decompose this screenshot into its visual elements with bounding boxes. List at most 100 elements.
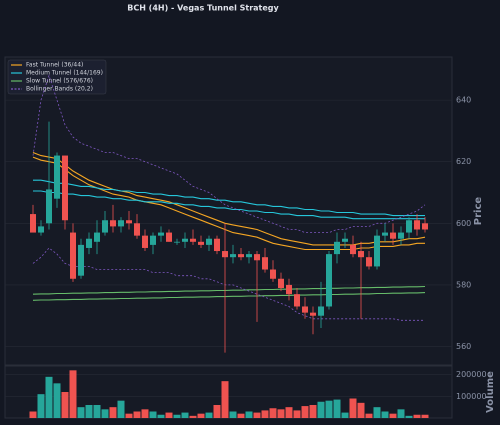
volume-bar bbox=[293, 410, 301, 418]
volume-bar bbox=[301, 406, 309, 418]
candle-body bbox=[30, 214, 36, 233]
candle-body bbox=[118, 220, 124, 227]
candle-body bbox=[206, 238, 212, 245]
candle-body bbox=[390, 232, 396, 239]
volume-bar bbox=[205, 412, 213, 418]
volume-bar bbox=[117, 400, 125, 418]
volume-bar bbox=[213, 405, 221, 418]
volume-bar bbox=[405, 415, 413, 418]
volume-bar bbox=[309, 405, 317, 418]
volume-bar bbox=[229, 411, 237, 418]
volume-bar bbox=[253, 412, 261, 418]
candle-body bbox=[54, 155, 60, 199]
legend: Fast Tunnel (36/44)Medium Tunnel (144/16… bbox=[7, 59, 107, 95]
candle-body bbox=[398, 232, 404, 239]
candle-body bbox=[102, 220, 108, 233]
volume-bar bbox=[277, 409, 285, 418]
volume-bar bbox=[245, 411, 253, 418]
indicator-line bbox=[32, 247, 425, 321]
volume-bar bbox=[133, 411, 141, 418]
volume-bar bbox=[165, 412, 173, 418]
volume-bar bbox=[85, 405, 93, 418]
y-tick-label: 580 bbox=[456, 280, 471, 289]
candle-body bbox=[190, 238, 196, 242]
legend-label: Slow Tunnel (576/676) bbox=[26, 78, 93, 85]
candle-body bbox=[318, 306, 324, 316]
indicator-line bbox=[33, 179, 425, 217]
candle-body bbox=[214, 238, 220, 252]
volume-bar bbox=[341, 412, 349, 418]
y-tick-label: 600 bbox=[456, 219, 471, 228]
volume-bar bbox=[421, 414, 429, 418]
volume-bar bbox=[173, 414, 181, 418]
candle-body bbox=[62, 155, 68, 221]
candle-body bbox=[286, 284, 292, 295]
volume-bar bbox=[389, 413, 397, 418]
candle-body bbox=[374, 235, 380, 267]
volume-bar bbox=[93, 405, 101, 418]
candle-body bbox=[230, 254, 236, 258]
volume-tick-label: 200000 bbox=[456, 370, 487, 379]
volume-bar bbox=[197, 413, 205, 418]
volume-bar bbox=[413, 414, 421, 418]
candle-body bbox=[414, 220, 420, 230]
volume-bar bbox=[125, 413, 133, 418]
volume-bar bbox=[221, 381, 229, 418]
indicator-line bbox=[32, 285, 426, 295]
candle-body bbox=[86, 238, 92, 248]
volume-bar bbox=[333, 399, 341, 418]
volume-bar bbox=[149, 411, 157, 418]
volume-axis-label: Volume bbox=[485, 371, 496, 413]
candle-body bbox=[134, 223, 140, 236]
volume-bar bbox=[381, 411, 389, 418]
candle-body bbox=[334, 241, 340, 255]
legend-label: Medium Tunnel (144/169) bbox=[26, 70, 103, 77]
volume-bar bbox=[261, 410, 269, 418]
volume-tick-label: 100000 bbox=[456, 392, 487, 401]
volume-bar bbox=[45, 376, 53, 418]
volume-bar bbox=[317, 401, 325, 418]
candle-body bbox=[198, 241, 204, 245]
volume-bar bbox=[181, 412, 189, 418]
price-panel bbox=[4, 56, 453, 366]
indicator-line bbox=[32, 292, 426, 301]
candle-body bbox=[166, 232, 172, 242]
candle-body bbox=[238, 254, 244, 258]
volume-bar bbox=[37, 394, 45, 418]
legend-box bbox=[7, 59, 107, 95]
candle-body bbox=[78, 244, 84, 276]
candle-body bbox=[126, 220, 132, 224]
candle-body bbox=[158, 232, 164, 236]
volume-bar bbox=[325, 400, 333, 418]
candle-body bbox=[270, 269, 276, 279]
volume-bar bbox=[53, 383, 61, 418]
candle-body bbox=[142, 235, 148, 248]
candle-body bbox=[94, 232, 100, 242]
volume-bar bbox=[141, 409, 149, 418]
volume-bar bbox=[269, 408, 277, 418]
volume-bar bbox=[397, 409, 405, 418]
candle-body bbox=[182, 238, 188, 242]
indicator-line bbox=[32, 74, 426, 233]
legend-label: Bollinger Bands (20,2) bbox=[26, 86, 93, 93]
legend-label: Fast Tunnel (36/44) bbox=[26, 62, 83, 69]
candle-body bbox=[342, 238, 348, 242]
candle-body bbox=[422, 223, 428, 230]
volume-bar bbox=[373, 407, 381, 418]
candle-body bbox=[278, 278, 284, 288]
volume-bar bbox=[189, 415, 197, 418]
candle-body bbox=[110, 220, 116, 227]
candle-body bbox=[382, 232, 388, 236]
volume-bar bbox=[357, 402, 365, 418]
volume-bar bbox=[157, 414, 165, 418]
y-tick-label: 560 bbox=[456, 342, 471, 351]
volume-bar bbox=[61, 392, 69, 418]
candle-body bbox=[254, 254, 260, 261]
candle-body bbox=[358, 251, 364, 258]
candle-body bbox=[302, 306, 308, 313]
candle-body bbox=[174, 241, 180, 243]
y-tick-label: 640 bbox=[456, 96, 471, 105]
candle-body bbox=[366, 257, 372, 267]
volume-bar bbox=[69, 370, 77, 418]
